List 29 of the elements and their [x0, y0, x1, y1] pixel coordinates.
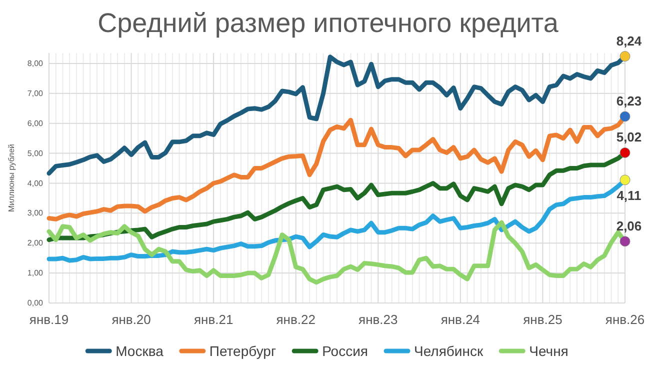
y-tick-label: 7,00: [27, 88, 44, 98]
y-tick-label: 8,00: [27, 59, 44, 68]
y-tick-label: 1,00: [27, 268, 44, 278]
x-tick-label: янв.23: [358, 312, 398, 328]
data-label: 2,06: [616, 218, 642, 234]
x-tick-label: янв.22: [276, 312, 316, 328]
y-tick-label: 3,00: [27, 208, 44, 218]
chart-title: Средний размер ипотечного кредита: [98, 8, 560, 38]
x-tick-label: янв.19: [29, 312, 69, 328]
y-tick-label: 0,00: [27, 298, 44, 308]
data-label: 6,23: [616, 93, 642, 108]
legend-label: Челябинск: [414, 343, 484, 359]
y-tick-label: 2,00: [27, 238, 44, 248]
x-tick-label: янв.20: [112, 312, 151, 328]
y-tick-label: 5,00: [27, 148, 44, 158]
data-label: 5,02: [616, 130, 642, 145]
y-tick-label: 4,00: [27, 178, 44, 188]
legend-label: Чечня: [529, 343, 568, 359]
x-tick-label: янв.26: [605, 312, 645, 328]
legend-label: Москва: [116, 343, 164, 359]
y-axis-title: Миллионы рублей: [7, 144, 16, 212]
x-tick-label: янв.21: [194, 312, 234, 328]
x-tick-label: янв.24: [440, 312, 480, 328]
legend-label: Петербург: [209, 343, 276, 359]
legend-label: Россия: [322, 343, 368, 359]
data-label: 8,24: [616, 33, 642, 48]
data-label: 4,11: [616, 188, 642, 203]
x-tick-label: янв.25: [523, 312, 562, 328]
y-tick-label: 6,00: [27, 118, 44, 128]
